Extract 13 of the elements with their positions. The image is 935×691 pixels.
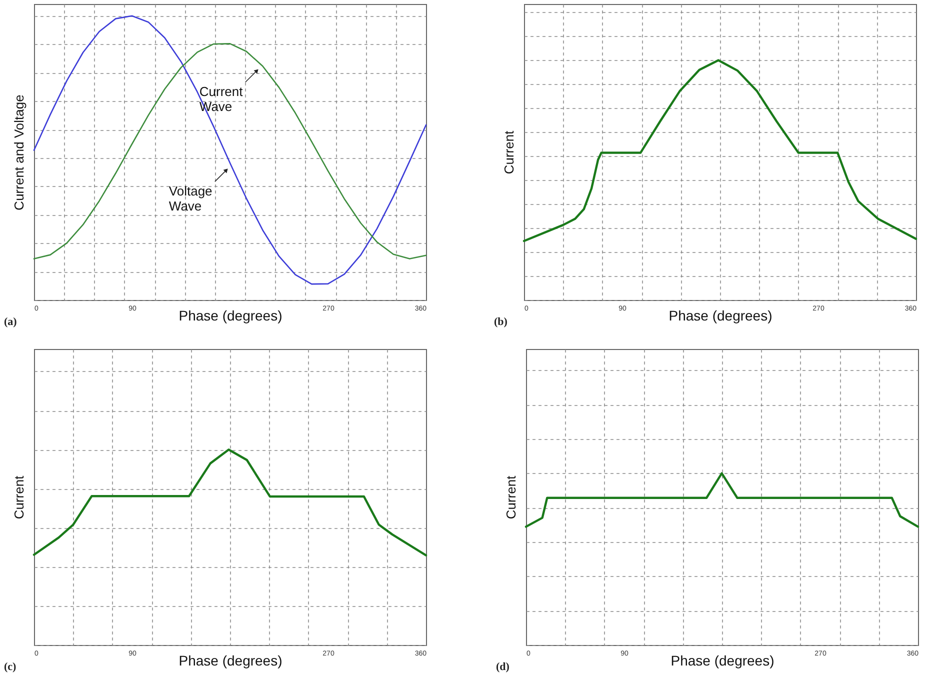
- x-axis-title: Phase (degrees): [670, 652, 774, 668]
- y-axis-title: Current: [504, 475, 518, 520]
- y-axis-title: Current: [12, 475, 26, 520]
- y-axis-title: Current and Voltage: [12, 94, 26, 210]
- x-axis-title: Phase (degrees): [178, 652, 282, 668]
- text: (d): [496, 661, 510, 673]
- x-axis-title: Phase (degrees): [668, 308, 772, 324]
- x-axis-title: Phase (degrees): [178, 308, 282, 324]
- text: (a): [4, 316, 18, 328]
- y-axis-title: Current: [502, 130, 516, 174]
- text: (b): [494, 316, 508, 328]
- annotation: Voltage Wave: [168, 184, 212, 214]
- text: (c): [4, 661, 17, 673]
